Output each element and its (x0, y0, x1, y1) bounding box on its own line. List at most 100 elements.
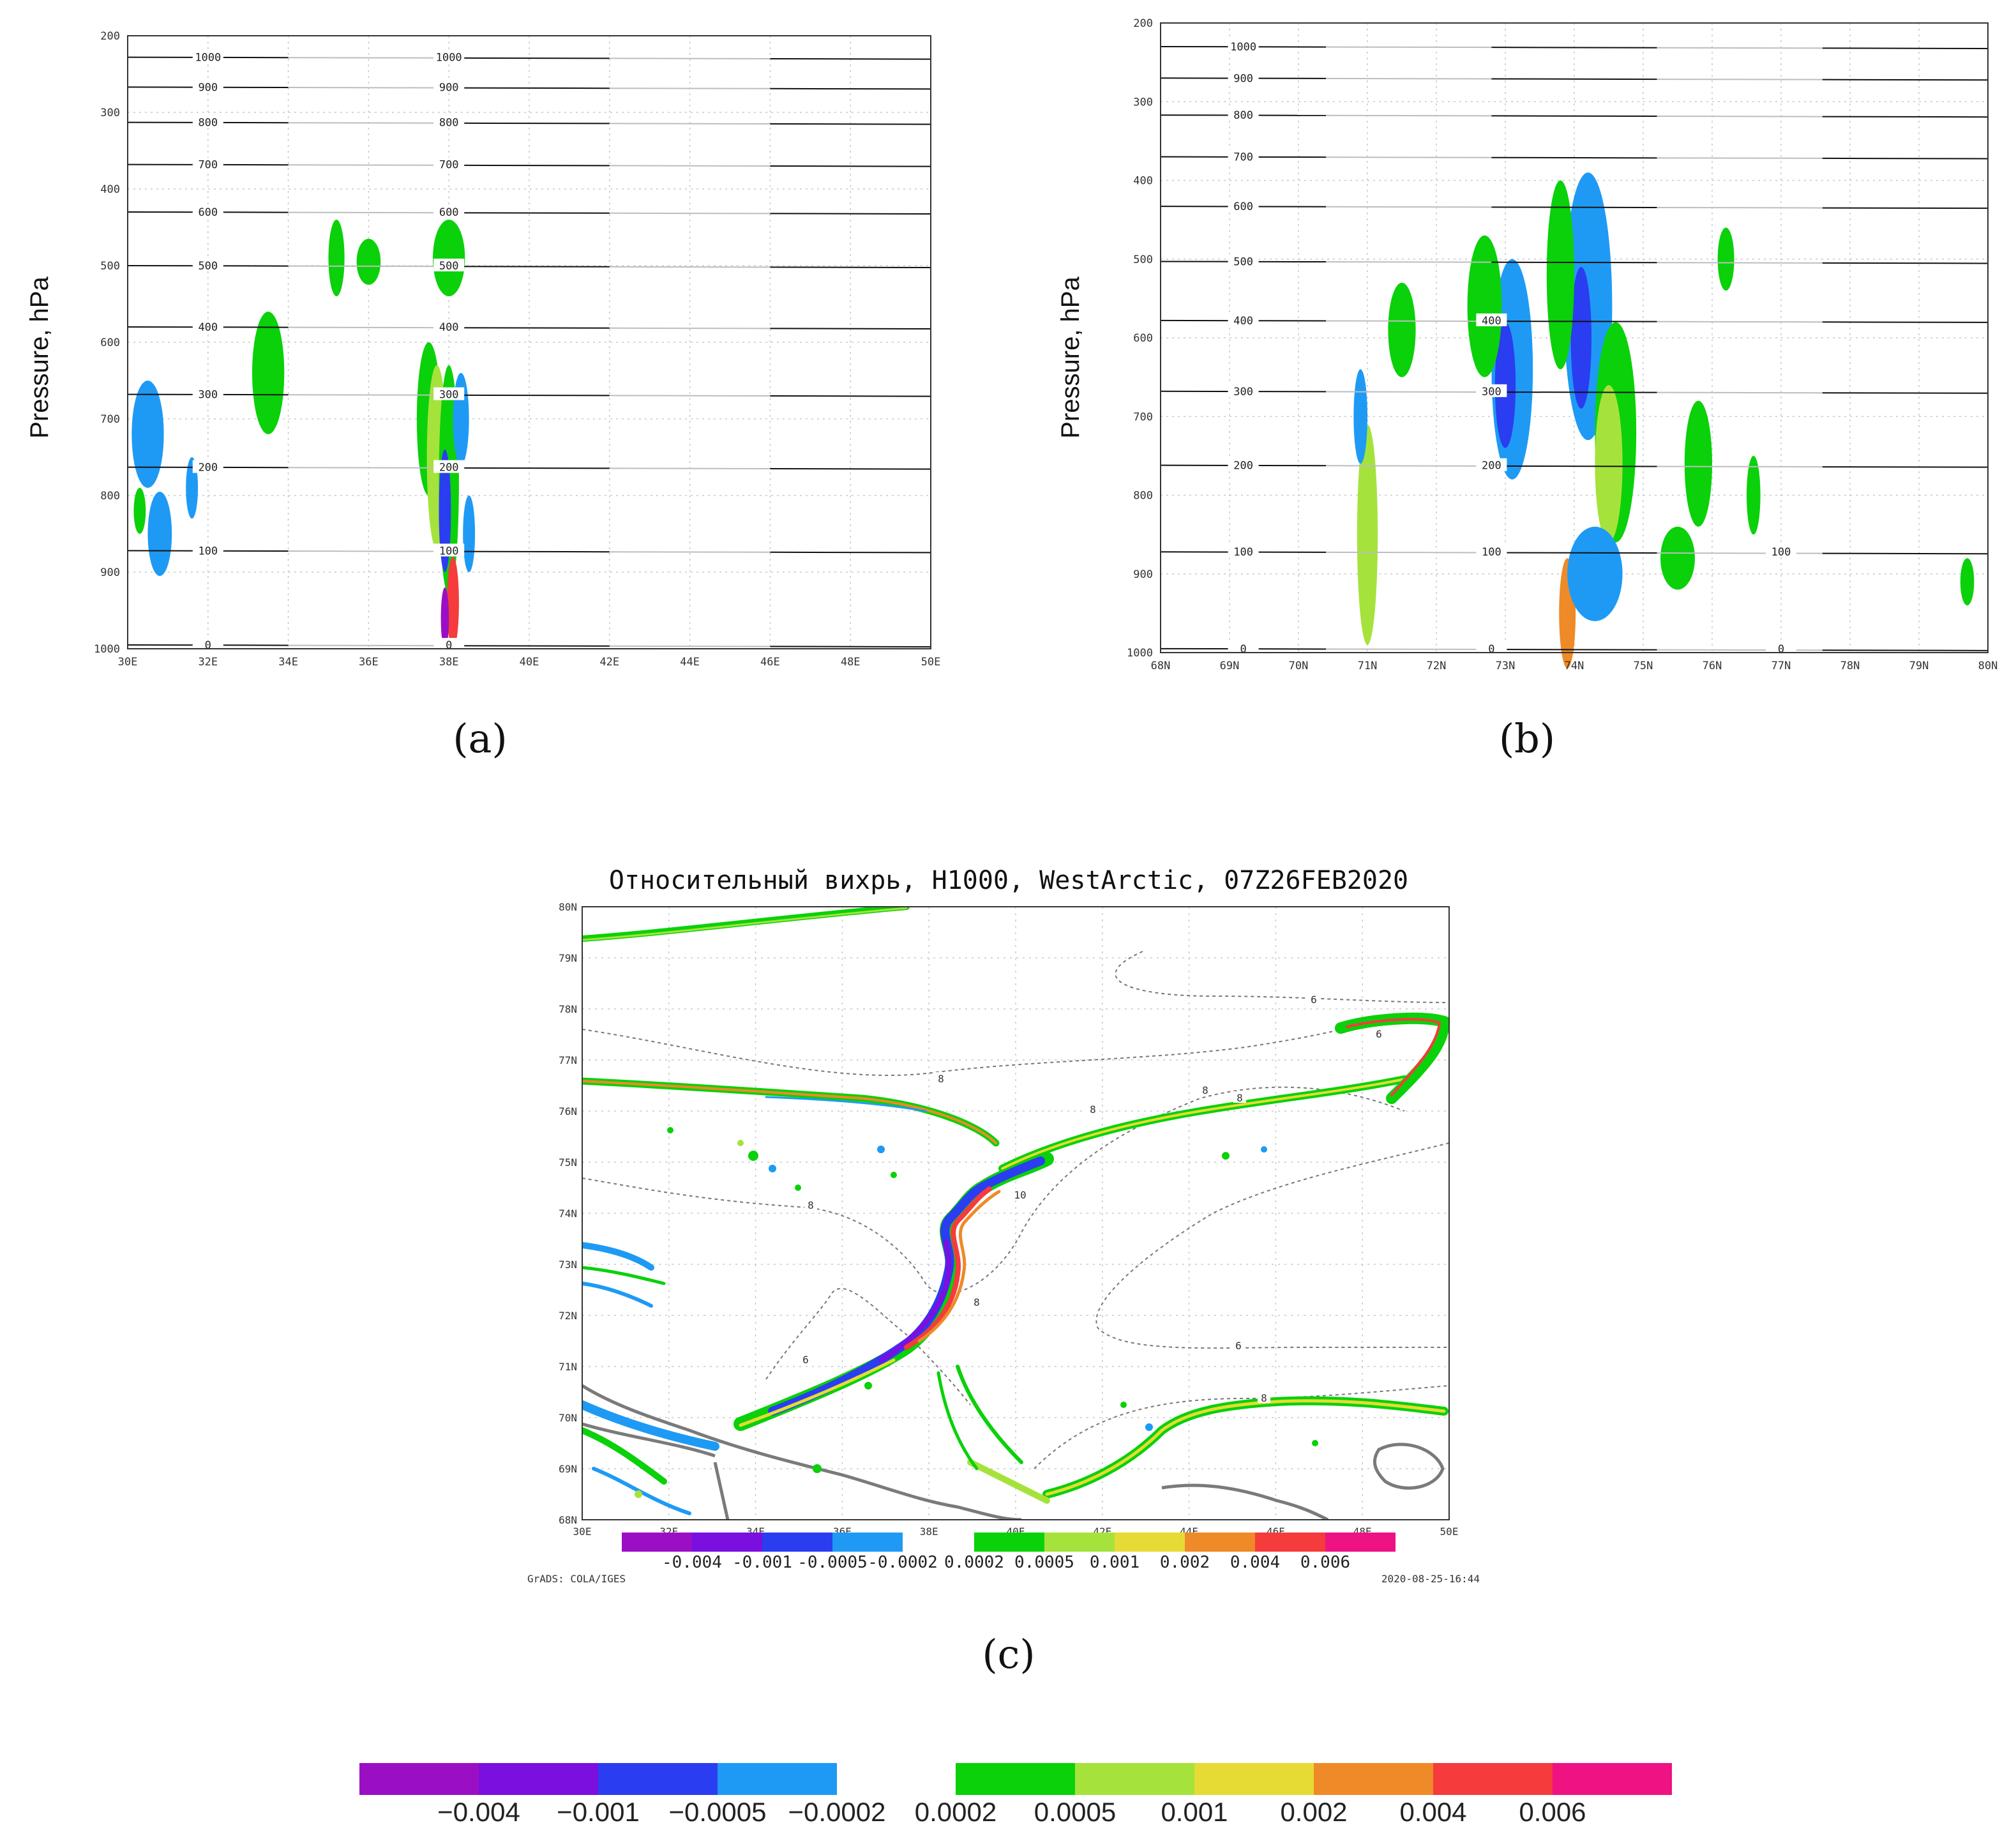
height-contour (1822, 649, 1989, 651)
colorbar-label: 0.006 (1519, 1797, 1586, 1827)
speckle (1312, 1440, 1318, 1446)
height-contour (449, 122, 610, 125)
contour-label-bg (1228, 254, 1259, 268)
colorbar-swatch (479, 1763, 598, 1795)
height-contour (609, 645, 771, 647)
contour-label-bg (192, 157, 223, 170)
colorbar-swatch (1325, 1533, 1395, 1552)
colorbar-swatch (1553, 1763, 1672, 1795)
map-title: Относительный вихрь, H1000, WestArctic, … (609, 866, 1408, 895)
contour-label: 1000 (1230, 41, 1256, 54)
colorbar-swatch (622, 1533, 692, 1552)
contour-label: 0 (446, 639, 452, 652)
map-y-tick-label: 72N (559, 1310, 577, 1322)
height-contour (449, 467, 610, 469)
map-contour-label-bg (1199, 1084, 1212, 1095)
height-contour (1326, 46, 1492, 49)
y-tick-label: 600 (100, 337, 120, 349)
colorbar-swatch (974, 1533, 1044, 1552)
band-sw-coast-2 (582, 1427, 667, 1485)
contour-label-bg (1228, 108, 1259, 121)
height-contour (770, 395, 931, 397)
contour-label: 200 (439, 462, 459, 474)
contour-label: 400 (198, 321, 218, 334)
contour-label: 1000 (195, 52, 221, 64)
coast-island (1373, 1442, 1445, 1490)
contour-label-bg (1476, 313, 1507, 326)
colorbar-swatch (1185, 1533, 1255, 1552)
map-y-tick-label: 75N (559, 1156, 577, 1169)
panel-a-label: (a) (453, 715, 507, 762)
band-west-blue (582, 1242, 654, 1271)
colorbar-swatch (718, 1763, 837, 1795)
contour-label: 600 (439, 206, 459, 219)
vorticity-blob (1747, 455, 1761, 535)
x-tick-label: 50E (921, 656, 941, 669)
speckle (813, 1464, 822, 1473)
height-contour (1822, 157, 1989, 160)
contour-label-bg (192, 80, 223, 93)
contour-label-bg (433, 205, 465, 218)
colorbar-swatch (1314, 1763, 1433, 1795)
map-contour-label: 6 (1376, 1028, 1382, 1040)
contour-label: 700 (198, 159, 218, 172)
band-south-east-core (1045, 1399, 1446, 1496)
map-y-tick-label: 68N (559, 1514, 577, 1526)
band-main-blue (768, 1156, 1045, 1416)
contour-label: 900 (1233, 72, 1253, 85)
speckle (635, 1490, 642, 1498)
panel-a-x-ticks: 30E 32E 34E 36E 38E 40E 42E 44E 46E 48E 50E (118, 656, 941, 669)
band-main-outer (733, 1152, 1054, 1431)
map-y-tick-label: 69N (559, 1463, 577, 1475)
x-tick-label: 77N (1772, 660, 1791, 672)
contour-label: 300 (439, 389, 459, 402)
height-contour (288, 87, 449, 89)
vorticity-blob (1353, 369, 1367, 464)
contour-label-bg (433, 460, 465, 473)
height-contour (449, 394, 610, 397)
vorticity-blob (1567, 526, 1623, 621)
map-contour-label-bg (1258, 1391, 1270, 1403)
height-contour (1491, 649, 1657, 651)
map-credit: GrADS: COLA/IGES (527, 1573, 626, 1585)
map-y-tick-label: 79N (559, 952, 577, 964)
speckle (769, 1165, 776, 1172)
band-sw-coast-3 (592, 1467, 691, 1515)
colorbar-label: -0.004 (662, 1553, 722, 1572)
contour-label: 300 (198, 389, 218, 402)
contour-label-bg (192, 50, 223, 63)
contour-label-bg (1476, 384, 1507, 397)
contour-label: 700 (439, 159, 459, 172)
colorbar-label: 0.006 (1300, 1553, 1350, 1572)
contour-label: 700 (1233, 151, 1253, 164)
height-contour (609, 327, 771, 329)
vorticity-blob (439, 450, 451, 572)
band-main-red (904, 1186, 992, 1350)
contour-label: 200 (1482, 460, 1501, 473)
x-tick-label: 44E (680, 656, 700, 669)
contour-south (765, 1287, 971, 1405)
contour-label: 100 (198, 545, 218, 557)
map-dashed-contours (582, 951, 1449, 1469)
contour-east (1095, 1142, 1449, 1349)
vorticity-blob (133, 488, 146, 534)
speckle (667, 1127, 673, 1133)
contour-label: 0 (205, 639, 211, 652)
x-tick-label: 42E (599, 656, 619, 669)
map-y-tick-label: 73N (559, 1259, 577, 1271)
colorbar-swatch (1075, 1763, 1194, 1795)
band-north-top-2 (582, 907, 908, 941)
contour-label: 600 (1233, 201, 1253, 213)
contour-label-bg (433, 638, 465, 651)
height-contour (770, 646, 931, 647)
map-frame (582, 906, 1450, 1520)
band-north-west-blue (765, 1096, 927, 1112)
vorticity-blob (1388, 282, 1416, 377)
y-tick-label: 900 (100, 566, 120, 579)
height-contour (770, 266, 931, 268)
vorticity-blob (252, 312, 285, 434)
contour-label-bg (192, 320, 223, 333)
speckle (748, 1151, 758, 1161)
y-tick-label: 600 (1133, 332, 1153, 345)
